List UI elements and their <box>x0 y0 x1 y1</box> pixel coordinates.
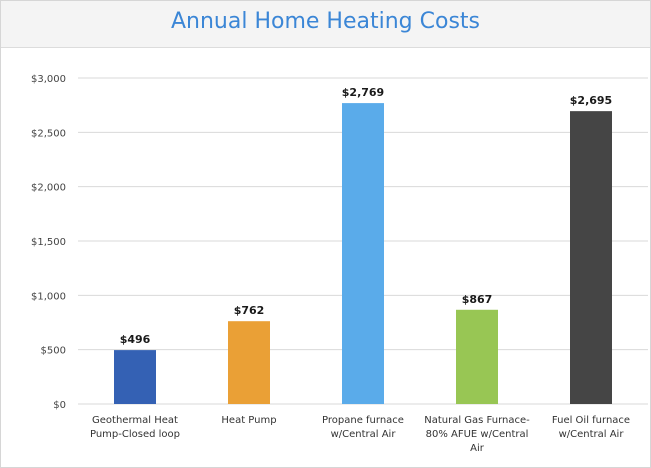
y-tick-label: $500 <box>41 346 66 357</box>
x-tick-label: Geothermal Heat <box>92 415 178 426</box>
x-tick-label: Fuel Oil furnace <box>552 415 630 426</box>
x-tick-label: Air <box>470 443 485 454</box>
data-label: $2,695 <box>570 94 612 107</box>
x-tick-label: Propane furnace <box>322 415 404 426</box>
bar <box>342 103 384 405</box>
bar <box>228 321 270 404</box>
data-label: $762 <box>234 304 265 317</box>
data-label: $867 <box>462 293 493 306</box>
y-tick-label: $0 <box>53 400 66 411</box>
x-tick-label: Pump-Closed loop <box>90 429 180 440</box>
bar <box>114 350 156 404</box>
bar <box>456 309 498 404</box>
y-tick-label: $2,500 <box>31 128 66 139</box>
x-tick-label: w/Central Air <box>331 429 397 440</box>
bar <box>570 111 612 404</box>
y-tick-label: $1,500 <box>31 237 66 248</box>
x-tick-label: 80% AFUE w/Central <box>426 429 529 440</box>
title-band: Annual Home Heating Costs <box>1 1 650 48</box>
x-tick-label: w/Central Air <box>559 429 625 440</box>
data-label: $2,769 <box>342 86 384 99</box>
data-label: $496 <box>120 333 151 346</box>
x-tick-label: Heat Pump <box>221 415 276 426</box>
x-tick-label: Natural Gas Furnace- <box>424 415 530 426</box>
y-tick-label: $2,000 <box>31 183 66 194</box>
chart-title: Annual Home Heating Costs <box>171 9 480 34</box>
y-tick-label: $3,000 <box>31 74 66 85</box>
y-tick-label: $1,000 <box>31 291 66 302</box>
